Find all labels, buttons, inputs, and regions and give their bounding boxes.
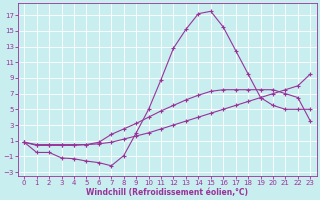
X-axis label: Windchill (Refroidissement éolien,°C): Windchill (Refroidissement éolien,°C) [86, 188, 248, 197]
